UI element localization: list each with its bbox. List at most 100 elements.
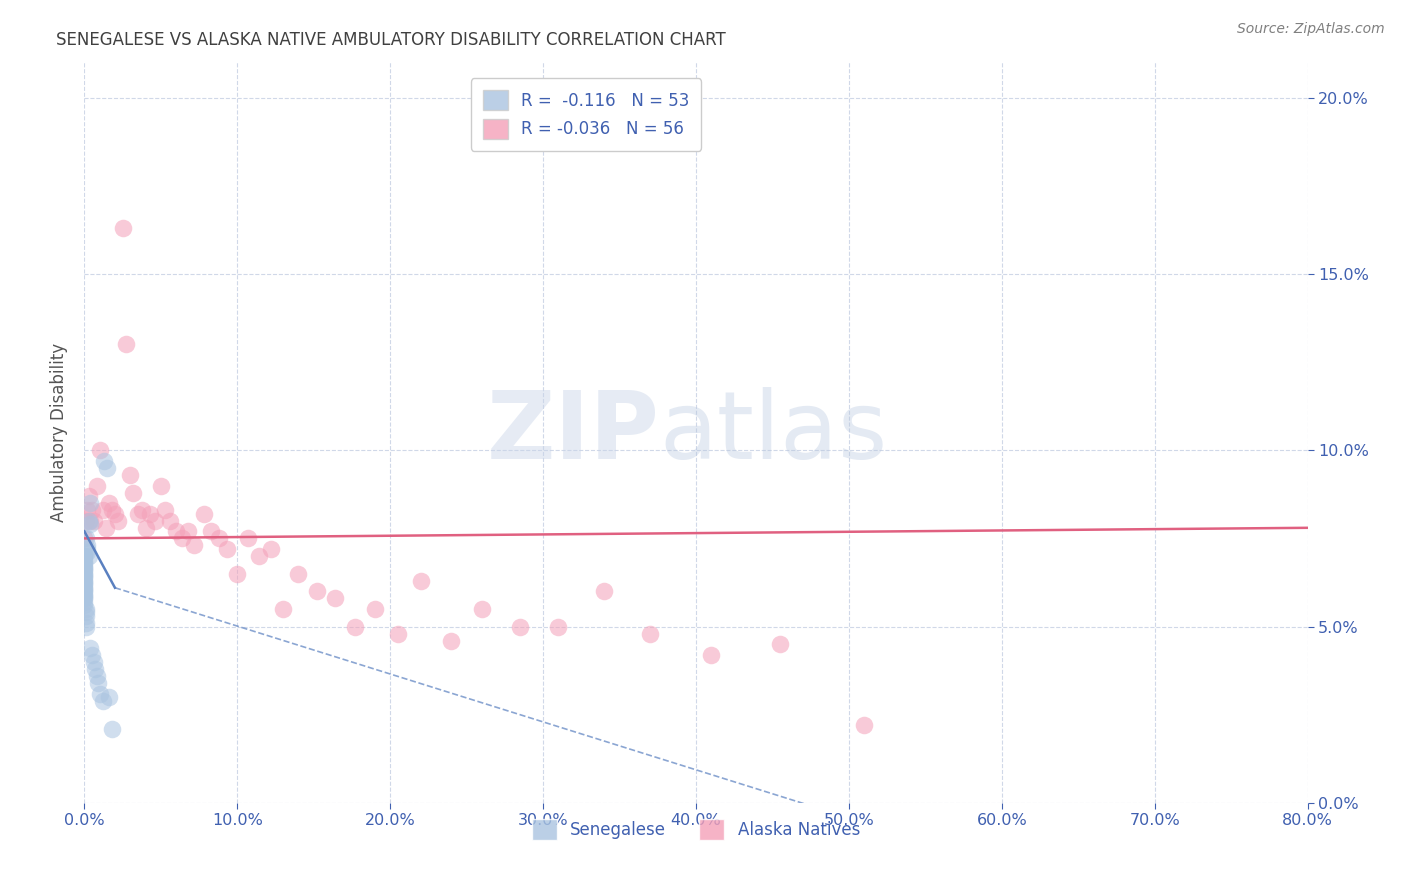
Point xyxy=(260,541,283,556)
Text: SENEGALESE VS ALASKA NATIVE AMBULATORY DISABILITY CORRELATION CHART: SENEGALESE VS ALASKA NATIVE AMBULATORY D… xyxy=(56,31,725,49)
Point xyxy=(172,532,194,546)
Point xyxy=(143,514,166,528)
Point xyxy=(75,606,97,620)
Point xyxy=(73,566,96,581)
Point xyxy=(509,619,531,633)
Point xyxy=(75,532,97,546)
Point xyxy=(114,337,136,351)
Point xyxy=(73,574,96,588)
Point xyxy=(159,514,181,528)
Point xyxy=(73,584,96,599)
Point xyxy=(149,478,172,492)
Point xyxy=(73,591,96,606)
Point xyxy=(271,602,294,616)
Text: ZIP: ZIP xyxy=(486,386,659,479)
Point xyxy=(247,549,270,563)
Point xyxy=(183,538,205,552)
Point xyxy=(155,503,177,517)
Point xyxy=(89,443,111,458)
Point xyxy=(165,524,187,539)
Point xyxy=(73,584,96,599)
Point xyxy=(73,559,96,574)
Point xyxy=(193,507,215,521)
Point xyxy=(84,662,107,676)
Point xyxy=(73,588,96,602)
Point xyxy=(77,489,100,503)
Text: Source: ZipAtlas.com: Source: ZipAtlas.com xyxy=(1237,22,1385,37)
Point xyxy=(101,722,124,736)
Point xyxy=(76,541,98,556)
Point xyxy=(593,584,616,599)
Point xyxy=(75,514,97,528)
Point xyxy=(440,633,463,648)
Point xyxy=(305,584,328,599)
Point xyxy=(73,577,96,591)
Point xyxy=(122,485,145,500)
Point xyxy=(77,514,100,528)
Point xyxy=(700,648,723,662)
Point xyxy=(91,503,114,517)
Point xyxy=(73,599,96,613)
Point xyxy=(75,615,97,630)
Point xyxy=(80,648,103,662)
Point xyxy=(91,693,114,707)
Point xyxy=(200,524,222,539)
Point xyxy=(97,496,120,510)
Point xyxy=(76,545,98,559)
Point xyxy=(80,503,103,517)
Point xyxy=(73,588,96,602)
Point xyxy=(471,602,494,616)
Text: atlas: atlas xyxy=(659,386,887,479)
Point xyxy=(76,538,98,552)
Point xyxy=(323,591,346,606)
Point xyxy=(769,637,792,651)
Point xyxy=(86,478,108,492)
Point xyxy=(73,595,96,609)
Point xyxy=(287,566,309,581)
Point xyxy=(83,514,105,528)
Point xyxy=(94,521,117,535)
Point xyxy=(215,541,238,556)
Y-axis label: Ambulatory Disability: Ambulatory Disability xyxy=(51,343,69,522)
Point xyxy=(104,507,127,521)
Point xyxy=(139,507,162,521)
Point xyxy=(73,581,96,595)
Point xyxy=(131,503,153,517)
Point xyxy=(93,454,115,468)
Point xyxy=(87,676,110,690)
Point xyxy=(364,602,387,616)
Legend: Senegalese, Alaska Natives: Senegalese, Alaska Natives xyxy=(524,813,868,847)
Point xyxy=(73,549,96,563)
Point xyxy=(853,718,876,732)
Point xyxy=(73,566,96,581)
Point xyxy=(107,514,129,528)
Point xyxy=(73,549,96,563)
Point xyxy=(75,609,97,624)
Point xyxy=(73,532,96,546)
Point xyxy=(343,619,366,633)
Point xyxy=(547,619,569,633)
Point xyxy=(73,570,96,584)
Point xyxy=(638,626,661,640)
Point xyxy=(73,581,96,595)
Point xyxy=(73,574,96,588)
Point xyxy=(77,549,100,563)
Point xyxy=(89,686,111,700)
Point xyxy=(73,552,96,566)
Point xyxy=(86,669,108,683)
Point xyxy=(120,467,142,482)
Point xyxy=(208,532,231,546)
Point xyxy=(73,549,96,563)
Point xyxy=(111,221,134,235)
Point xyxy=(177,524,200,539)
Point xyxy=(73,556,96,570)
Point xyxy=(73,591,96,606)
Point xyxy=(73,563,96,577)
Point xyxy=(73,556,96,570)
Point xyxy=(409,574,432,588)
Point xyxy=(75,602,97,616)
Point xyxy=(127,507,149,521)
Point xyxy=(73,563,96,577)
Point xyxy=(79,517,101,532)
Point xyxy=(73,577,96,591)
